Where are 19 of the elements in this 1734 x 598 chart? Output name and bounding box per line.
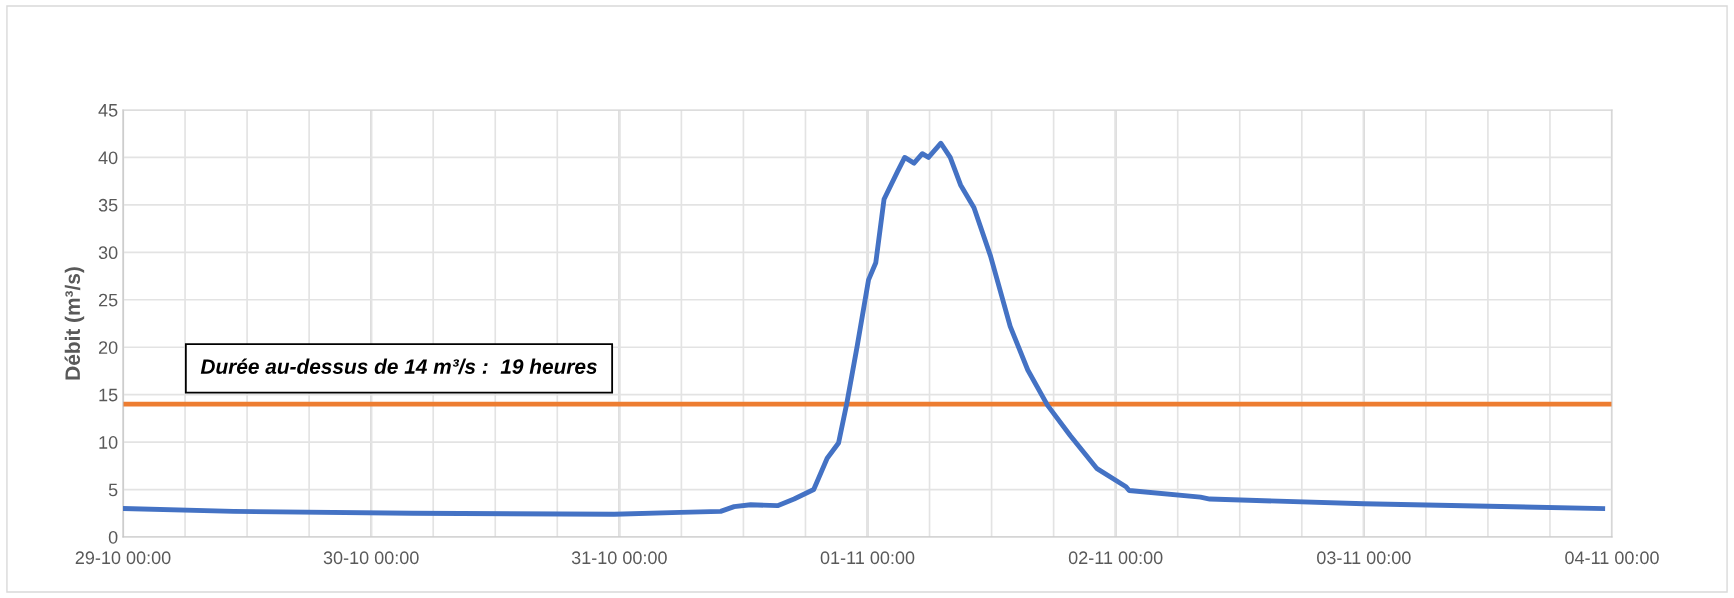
y-tick-label: 45 [98,104,118,117]
y-tick-label: 10 [99,436,118,449]
y-tick-label: 5 [108,483,118,497]
y-tick-label: 25 [98,293,118,307]
y-axis-title: Débit (m³/s) [64,267,85,380]
annotation: Durée au-dessus de 14 m³/s : 19 heures [200,358,597,375]
x-tick-label: 03-11 00:00 [1317,551,1411,565]
x-tick-label: 29-10 00:00 [75,551,171,565]
x-tick-label: 02-11 00:00 [1068,551,1163,565]
x-tick-label: 30-10 00:00 [323,551,419,565]
x-tick-label: 04-11 00:00 [1565,551,1659,565]
y-tick-label: 40 [98,151,118,165]
y-tick-label: 30 [98,246,118,260]
x-tick-label: 31-10 00:00 [571,551,667,565]
y-tick-label: 35 [98,198,118,212]
x-tick-label: 01-11 00:00 [820,551,915,565]
y-tick-label: 0 [108,530,118,544]
y-tick-label: 15 [99,388,118,402]
y-tick-label: 20 [98,341,118,354]
